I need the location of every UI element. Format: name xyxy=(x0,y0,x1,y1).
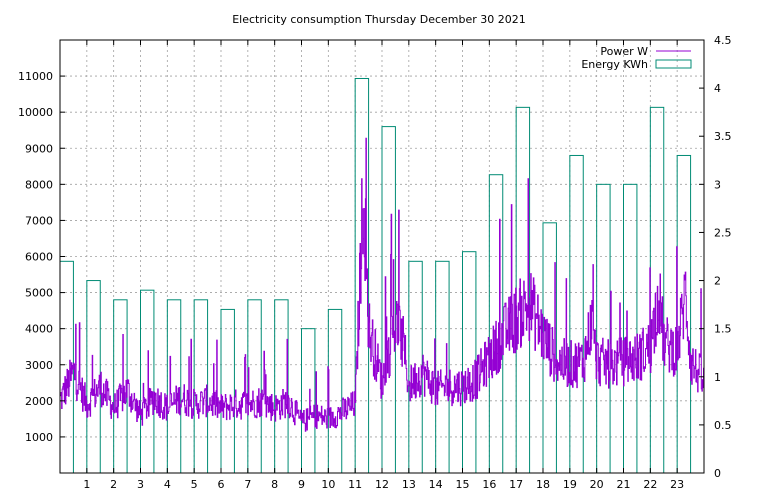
y-left-tick-label: 11000 xyxy=(18,70,53,83)
y-left-tick-label: 2000 xyxy=(25,395,53,408)
x-tick-label: 14 xyxy=(429,478,443,491)
energy-bar xyxy=(327,308,343,474)
x-tick-label: 17 xyxy=(509,478,523,491)
x-tick-label: 5 xyxy=(191,478,198,491)
legend-energy-swatch xyxy=(655,59,692,69)
y-right-tick-label: 1.5 xyxy=(714,323,732,336)
y-right-tick-label: 0 xyxy=(714,467,721,480)
x-tick-label: 23 xyxy=(670,478,684,491)
energy-bar xyxy=(301,328,316,474)
energy-bar xyxy=(596,183,611,474)
x-tick-label: 22 xyxy=(643,478,657,491)
x-tick-label: 11 xyxy=(348,478,362,491)
y-left-tick-label: 3000 xyxy=(25,359,53,372)
energy-bars xyxy=(59,77,692,474)
y-right-tick-label: 2 xyxy=(714,275,721,288)
energy-bar xyxy=(569,154,584,474)
x-tick-label: 2 xyxy=(110,478,117,491)
x-tick-label: 12 xyxy=(375,478,389,491)
y-right-tick-label: 4.5 xyxy=(714,34,732,47)
x-tick-label: 21 xyxy=(617,478,631,491)
x-tick-label: 4 xyxy=(164,478,171,491)
x-tick-label: 13 xyxy=(402,478,416,491)
x-tick-label: 1 xyxy=(83,478,90,491)
legend: Power W Energy KWh xyxy=(581,45,692,71)
energy-bar xyxy=(166,299,182,474)
power-line xyxy=(60,137,705,432)
x-tick-label: 6 xyxy=(218,478,225,491)
x-tick-label: 9 xyxy=(298,478,305,491)
right-y-axis-ticks: 0 0.5 1 1.5 2 2.5 3 3.5 4 4.5 xyxy=(699,34,732,480)
x-tick-label: 7 xyxy=(244,478,251,491)
x-axis-ticks: 1 2 3 4 5 6 7 8 9 10 11 12 13 14 15 16 17 18 19 20 21 22 23 xyxy=(83,40,684,491)
energy-bar xyxy=(247,299,262,474)
legend-energy-label: Energy KWh xyxy=(581,58,648,71)
energy-bar xyxy=(193,299,209,474)
chart-title: Electricity consumption Thursday Decembe… xyxy=(232,13,526,26)
x-tick-label: 18 xyxy=(536,478,550,491)
y-right-tick-label: 1 xyxy=(714,371,721,384)
y-right-tick-label: 4 xyxy=(714,82,721,95)
y-left-tick-label: 4000 xyxy=(25,323,53,336)
x-tick-label: 20 xyxy=(590,478,604,491)
x-tick-label: 10 xyxy=(321,478,335,491)
x-tick-label: 15 xyxy=(456,478,470,491)
y-right-tick-label: 2.5 xyxy=(714,226,732,239)
energy-bar xyxy=(140,289,155,474)
y-right-tick-label: 3.5 xyxy=(714,130,732,143)
energy-bar xyxy=(274,299,289,474)
energy-bar xyxy=(220,308,235,474)
y-right-tick-label: 3 xyxy=(714,178,721,191)
left-y-axis-ticks: 1000 2000 3000 4000 5000 6000 7000 8000 9000 1000… xyxy=(18,70,65,444)
power-trace xyxy=(60,137,705,432)
y-left-tick-label: 10000 xyxy=(18,106,53,119)
y-right-tick-label: 0.5 xyxy=(714,419,732,432)
y-left-tick-label: 1000 xyxy=(25,431,53,444)
energy-bar xyxy=(462,251,477,474)
y-left-tick-label: 8000 xyxy=(25,178,53,191)
y-left-tick-label: 9000 xyxy=(25,142,53,155)
x-tick-label: 3 xyxy=(137,478,144,491)
y-left-tick-label: 6000 xyxy=(25,251,53,264)
x-tick-label: 8 xyxy=(271,478,278,491)
energy-bar xyxy=(86,280,101,474)
y-left-tick-label: 7000 xyxy=(25,214,53,227)
legend-power-label: Power W xyxy=(600,45,648,58)
x-tick-label: 16 xyxy=(482,478,496,491)
y-left-tick-label: 5000 xyxy=(25,287,53,300)
x-tick-label: 19 xyxy=(563,478,577,491)
